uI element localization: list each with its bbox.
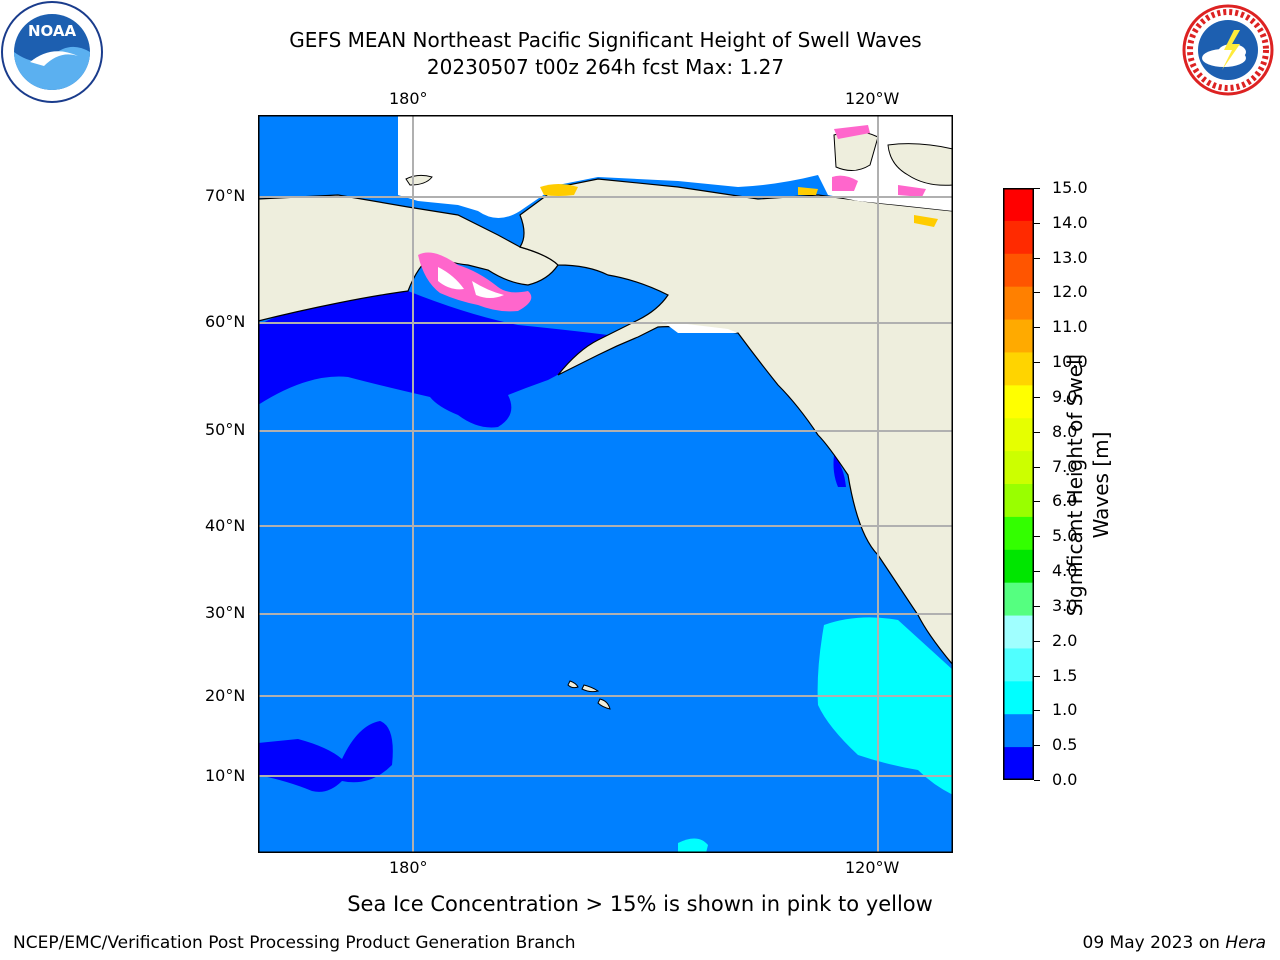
colorbar-swatch [1003,188,1034,222]
colorbar-swatch [1003,253,1034,288]
graticule [258,115,953,853]
footer-host: Hera [1225,933,1266,953]
colorbar-tick-mark [1034,640,1040,642]
colorbar-swatch [1003,286,1034,321]
colorbar-tick-label: 4.0 [1052,561,1078,581]
colorbar-tick-mark [1034,431,1040,433]
lat-tick-40n: 40°N [205,516,246,535]
lon-tick-bottom-120w: 120°W [845,858,900,877]
colorbar-tick-mark [1034,780,1040,781]
lat-tick-20n: 20°N [205,686,246,705]
colorbar-tick-label: 12.0 [1052,282,1088,302]
colorbar-swatch [1003,615,1034,649]
sea-ice-note: Sea Ice Concentration > 15% is shown in … [347,892,933,916]
colorbar-swatch [1003,319,1034,353]
hawaii [567,680,579,689]
footer-credit: NCEP/EMC/Verification Post Processing Pr… [13,933,576,953]
colorbar-tick-label: 11.0 [1052,317,1088,337]
colorbar-tick-mark [1034,466,1040,468]
colorbar-tick-label: 10.0 [1052,352,1088,372]
colorbar-tick-label: 13.0 [1052,247,1088,267]
colorbar-swatch [1003,418,1034,452]
nws-logo [1176,0,1280,100]
colorbar-tick-mark [1034,222,1040,224]
map-subtitle: 20230507 t00z 264h fcst Max: 1.27 [426,55,785,79]
colorbar-swatch [1003,681,1034,715]
swell-1to1.5-region [817,617,953,795]
colorbar-swatch [1003,549,1034,584]
colorbar-tick-mark [1034,710,1040,712]
colorbar-ticks: 15.0 14.0 13.0 12.0 11.0 10.0 9.0 8.0 7.0 6.0 5.0 4… [1034,178,1114,792]
colorbar-tick-label: 7.0 [1052,456,1078,476]
colorbar-swatch [1003,714,1034,748]
arctic-ocean [398,115,818,218]
colorbar [1003,188,1034,781]
colorbar-tick-mark [1034,292,1040,294]
colorbar-tick-mark [1034,605,1040,607]
lat-tick-70n: 70°N [205,186,246,205]
colorbar-tick-label: 3.0 [1052,595,1078,615]
footer-date: 09 May 2023 on Hera [1083,933,1267,953]
colorbar-tick-mark [1034,362,1040,364]
colorbar-swatch [1003,747,1034,781]
colorbar-tick-label: 2.0 [1052,630,1078,650]
noaa-logo-text: NOAA [28,22,77,40]
colorbar-tick-mark [1034,327,1040,329]
colorbar-tick-mark [1034,501,1040,503]
colorbar-tick-mark [1034,745,1040,747]
map-plot [257,115,954,853]
colorbar-tick-label: 8.0 [1052,421,1078,441]
lon-tick-top-120w: 120°W [845,89,900,108]
colorbar-label-line1: Significant Height of Swell [1063,353,1087,617]
colorbar-label: Significant Height of Swell Waves [m] [1062,335,1122,635]
lat-tick-30n: 30°N [205,603,246,622]
colorbar-swatch [1003,582,1034,617]
lat-tick-10n: 10°N [205,766,246,785]
colorbar-swatch [1003,352,1034,386]
colorbar-tick-label: 0.5 [1052,735,1078,755]
colorbar-tick-label: 5.0 [1052,526,1078,546]
colorbar-swatch [1003,451,1034,485]
colorbar-tick-mark [1034,675,1040,677]
colorbar-tick-label: 0.0 [1052,770,1078,789]
colorbar-tick-label: 1.0 [1052,700,1078,720]
colorbar-tick-label: 9.0 [1052,386,1078,406]
colorbar-tick-mark [1034,257,1040,259]
lat-tick-50n: 50°N [205,420,246,439]
colorbar-swatch [1003,484,1034,518]
colorbar-tick-label: 14.0 [1052,212,1088,232]
low-swell-region-south [258,721,393,792]
colorbar-tick-label: 1.5 [1052,665,1078,685]
colorbar-tick-mark [1034,571,1040,573]
colorbar-swatch [1003,516,1034,551]
colorbar-swatch [1003,648,1034,682]
colorbar-tick-mark [1034,536,1040,538]
colorbar-tick-mark [1034,396,1040,398]
footer-date-text: 09 May 2023 on [1082,933,1226,953]
lat-tick-60n: 60°N [205,312,246,331]
lon-tick-bottom-180: 180° [389,858,428,877]
noaa-logo: NOAA [0,0,104,104]
colorbar-tick-mark [1034,188,1040,189]
colorbar-label-line2: Waves [m] [1089,431,1113,539]
colorbar-swatch [1003,220,1034,255]
lon-tick-top-180: 180° [389,89,428,108]
colorbar-swatch [1003,385,1034,419]
low-swell-region-north [258,291,608,428]
colorbar-tick-label: 15.0 [1052,178,1088,197]
map-title: GEFS MEAN Northeast Pacific Significant … [289,28,922,52]
sea-ice-bering [418,252,532,312]
colorbar-tick-label: 6.0 [1052,491,1078,511]
